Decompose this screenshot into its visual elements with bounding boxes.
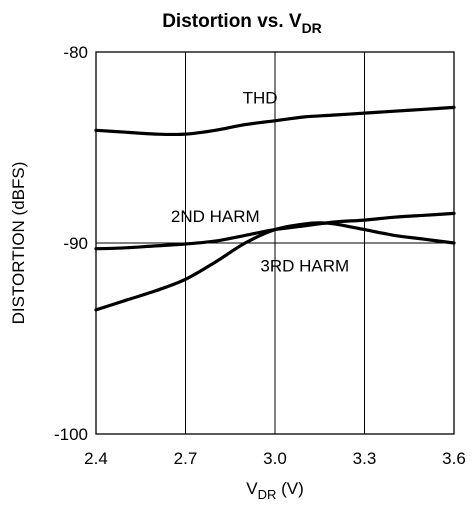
x-tick-labels: 2.4 2.7 3.0 3.3 3.6 bbox=[84, 449, 466, 468]
x-axis-label: VDR (V) bbox=[246, 479, 304, 502]
series-line-3rd-harm bbox=[94, 221, 456, 312]
x-axis-label-main: V bbox=[246, 479, 258, 498]
y-tick-label: -100 bbox=[54, 425, 88, 444]
y-tick-label: -90 bbox=[63, 234, 88, 253]
y-tick-label: -80 bbox=[63, 43, 88, 62]
x-axis-label-sub: DR bbox=[258, 487, 277, 502]
series-annotation: 3RD HARM bbox=[260, 257, 349, 276]
y-axis-label: DISTORTION (dBFS) bbox=[9, 162, 28, 325]
x-tick-label: 3.6 bbox=[442, 449, 466, 468]
x-tick-label: 3.0 bbox=[263, 449, 287, 468]
x-tick-label: 3.3 bbox=[353, 449, 377, 468]
y-tick-labels: -80 -90 -100 bbox=[54, 43, 88, 444]
series-lines bbox=[94, 105, 456, 312]
series-annotations: THD 2ND HARM 3RD HARM bbox=[171, 89, 349, 276]
x-tick-label: 2.4 bbox=[84, 449, 108, 468]
chart-title-main: Distortion vs. V bbox=[162, 11, 302, 32]
x-axis-label-unit: (V) bbox=[276, 479, 303, 498]
series-annotation: THD bbox=[243, 89, 278, 108]
series-line-thd bbox=[94, 105, 456, 137]
x-tick-label: 2.7 bbox=[174, 449, 198, 468]
series-annotation: 2ND HARM bbox=[171, 207, 260, 226]
chart-title: Distortion vs. VDR bbox=[162, 11, 322, 36]
chart-title-sub: DR bbox=[302, 20, 322, 36]
